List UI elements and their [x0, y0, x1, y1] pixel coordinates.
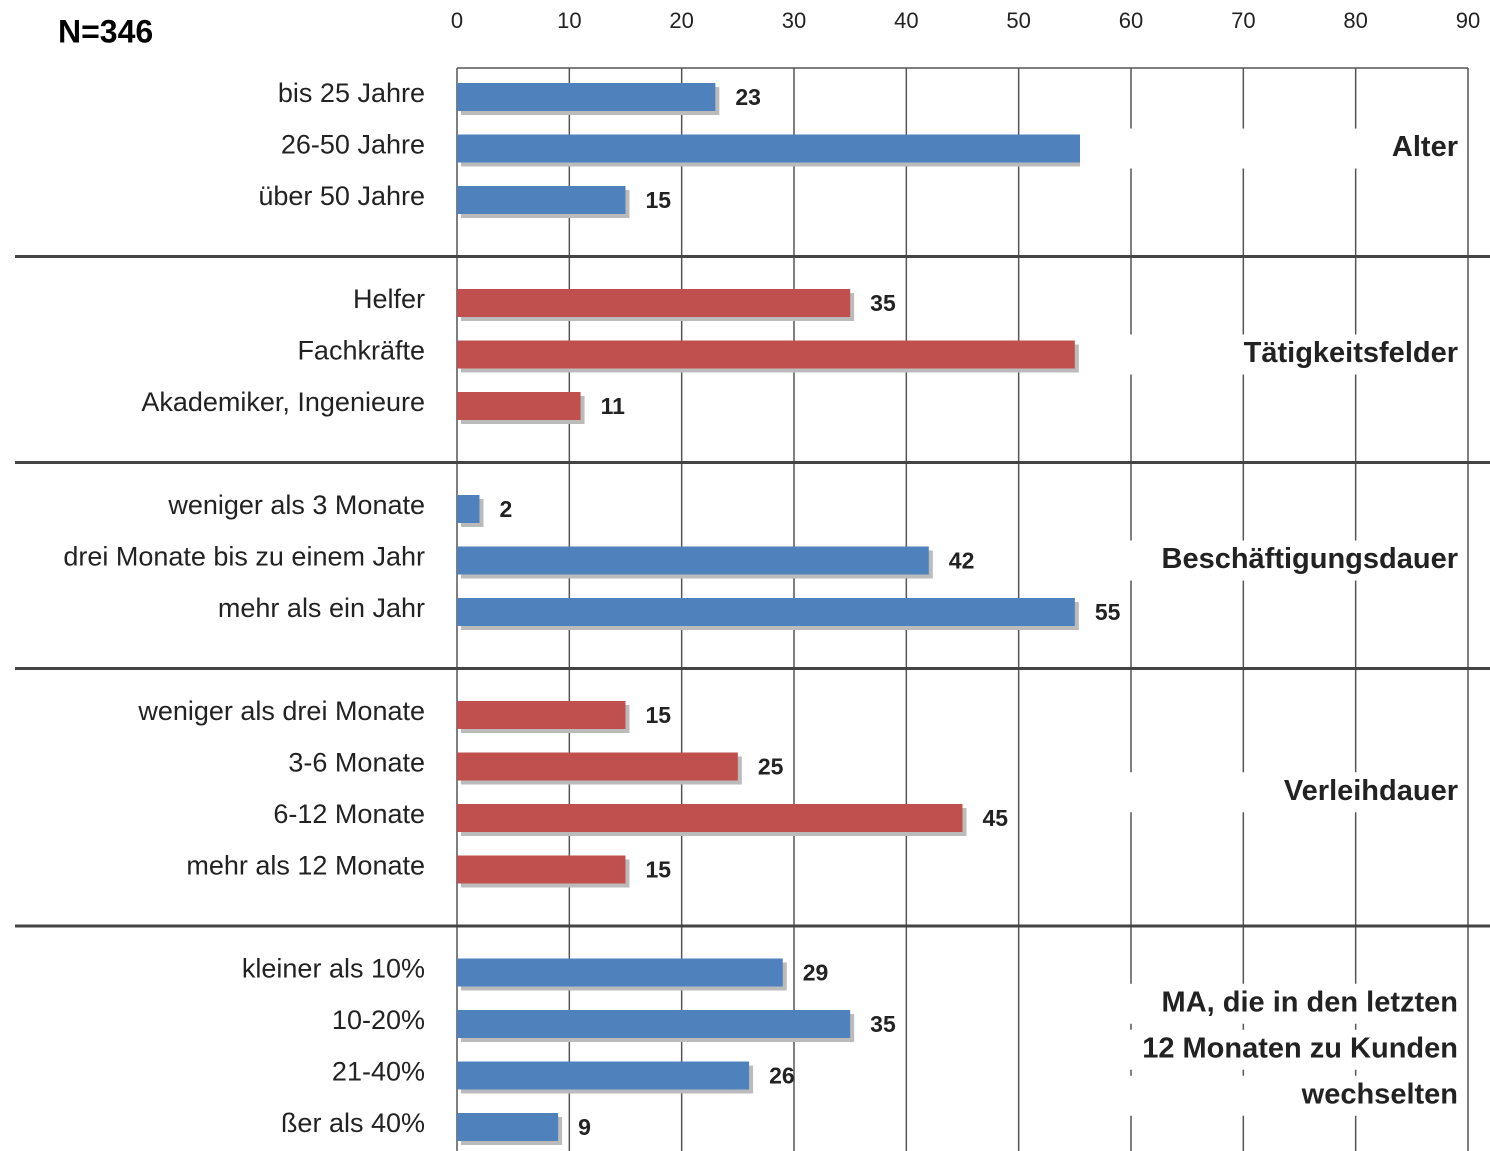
category-label: weniger als 3 Monate	[167, 490, 425, 520]
value-label: 23	[735, 84, 761, 110]
group-label: Verleihdauer	[1284, 775, 1458, 807]
category-label: ßer als 40%	[281, 1108, 425, 1138]
value-label: 15	[646, 187, 672, 213]
category-label: 21-40%	[332, 1057, 425, 1087]
bar	[457, 701, 626, 729]
value-label: 42	[949, 548, 975, 574]
x-tick-label: 70	[1231, 8, 1255, 33]
x-tick-label: 90	[1456, 8, 1480, 33]
group-label-bg	[1080, 128, 1465, 169]
x-tick-label: 0	[451, 8, 463, 33]
x-tick-label: 40	[894, 8, 918, 33]
category-label: Akademiker, Ingenieure	[141, 387, 425, 417]
x-tick-label: 30	[782, 8, 806, 33]
value-label: 55	[1095, 599, 1121, 625]
category-label: bis 25 Jahre	[278, 78, 425, 108]
category-label: über 50 Jahre	[258, 181, 425, 211]
bar	[457, 134, 1154, 163]
category-label: drei Monate bis zu einem Jahr	[63, 542, 425, 572]
category-label: mehr als ein Jahr	[218, 593, 425, 623]
category-label: Fachkräfte	[297, 336, 425, 366]
bar	[457, 855, 626, 884]
bar	[457, 495, 480, 523]
category-label: 26-50 Jahre	[281, 130, 425, 160]
bar	[457, 598, 1075, 626]
value-label: 9	[578, 1114, 591, 1140]
category-label: kleiner als 10%	[242, 954, 425, 984]
x-tick-label: 80	[1343, 8, 1367, 33]
bar	[457, 958, 783, 987]
sample-size: N=346	[58, 13, 153, 49]
category-label: 6-12 Monate	[273, 799, 425, 829]
bar	[457, 289, 851, 317]
group-label-bg	[1080, 1029, 1465, 1070]
group-label-bg	[1080, 334, 1465, 375]
x-tick-label: 60	[1119, 8, 1143, 33]
value-label: 29	[803, 960, 829, 986]
group-label: MA, die in den letzten	[1162, 986, 1458, 1018]
group-label: Alter	[1392, 131, 1458, 163]
bar	[457, 804, 963, 832]
value-label: 35	[870, 1011, 896, 1037]
group-label-bg	[1080, 540, 1465, 581]
bar	[457, 1113, 559, 1141]
value-label: 45	[983, 805, 1009, 831]
group-label-bg	[1080, 772, 1465, 813]
value-label: 25	[758, 754, 784, 780]
group-label: Beschäftigungsdauer	[1162, 543, 1459, 575]
bar	[457, 1061, 750, 1090]
x-tick-label: 20	[669, 8, 693, 33]
value-label: 15	[646, 702, 672, 728]
group-label: wechselten	[1301, 1078, 1458, 1110]
category-label: Helfer	[353, 284, 425, 314]
group-label-bg	[1080, 983, 1465, 1024]
category-label: 3-6 Monate	[288, 748, 425, 778]
bar	[457, 1010, 851, 1038]
bar	[457, 752, 738, 781]
value-label: 26	[769, 1063, 795, 1089]
bar	[457, 186, 626, 214]
group-label: 12 Monaten zu Kunden	[1142, 1032, 1458, 1064]
bar	[457, 83, 716, 111]
category-label: mehr als 12 Monate	[186, 851, 425, 881]
value-label: 11	[601, 393, 626, 419]
group-label-bg	[1080, 1075, 1465, 1116]
x-tick-label: 10	[557, 8, 581, 33]
bar	[457, 340, 1075, 369]
value-label: 2	[499, 496, 512, 522]
group-label: Tätigkeitsfelder	[1244, 337, 1458, 369]
value-label: 35	[870, 290, 896, 316]
bar	[457, 546, 929, 575]
value-label: 15	[646, 857, 672, 883]
category-label: weniger als drei Monate	[137, 696, 425, 726]
category-label: 10-20%	[332, 1005, 425, 1035]
bar	[457, 392, 581, 420]
x-tick-label: 50	[1006, 8, 1030, 33]
